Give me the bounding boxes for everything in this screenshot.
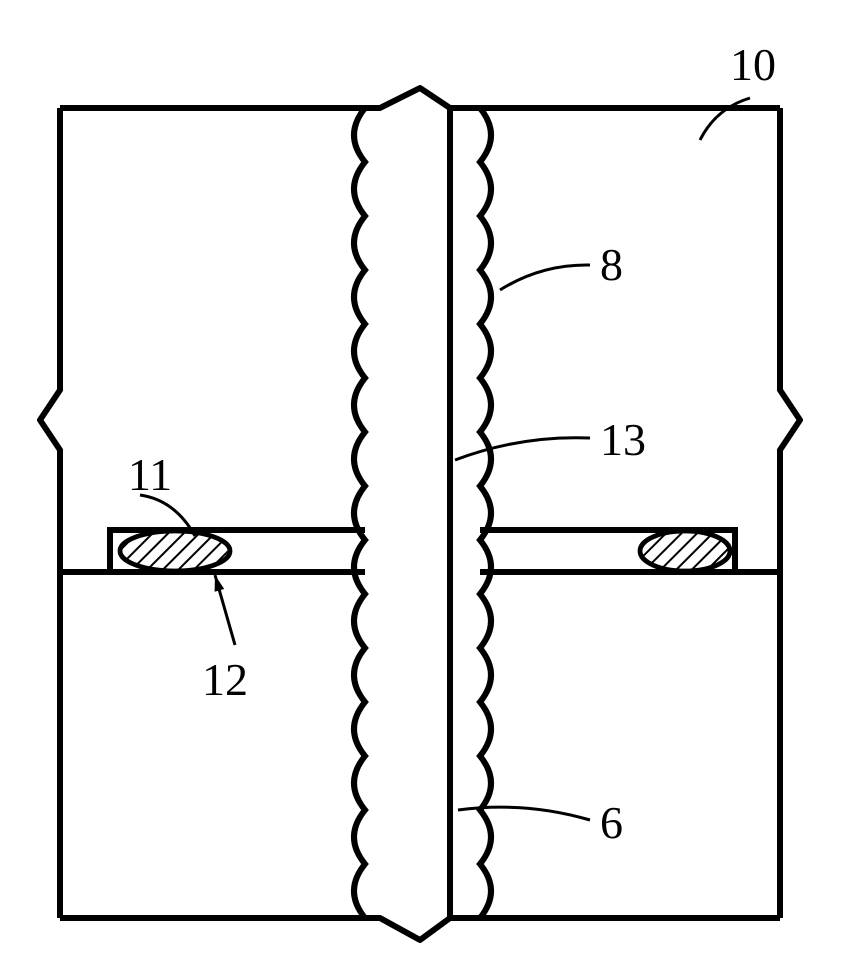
label-l12: 12 <box>202 654 248 705</box>
label-l11: 11 <box>128 449 172 500</box>
label-l6: 6 <box>600 797 623 848</box>
seal-oval-left <box>120 531 230 571</box>
label-l13: 13 <box>600 414 646 465</box>
label-l10: 10 <box>730 39 776 90</box>
label-l8: 8 <box>600 239 623 290</box>
seal-oval-right <box>640 531 730 571</box>
